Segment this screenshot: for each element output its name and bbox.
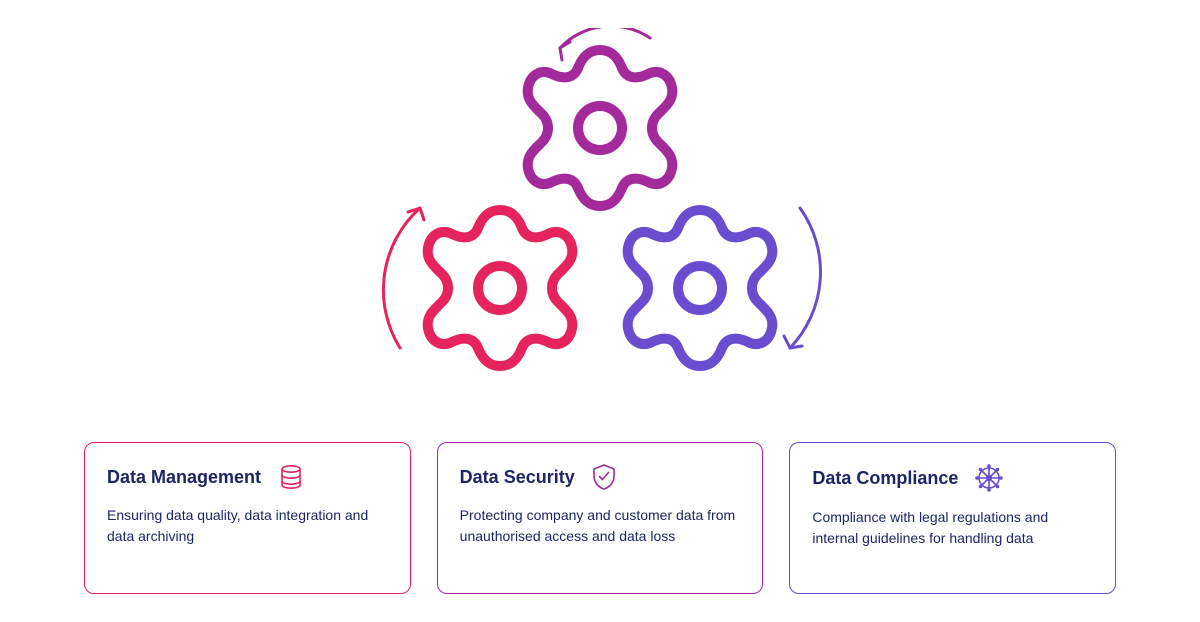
card-desc: Ensuring data quality, data integration … [107,505,388,547]
card-head: Data Security [460,463,741,491]
wheel-icon [974,463,1004,493]
gear-right [628,210,773,366]
database-icon [277,463,305,491]
card-desc: Compliance with legal regulations and in… [812,507,1093,549]
card-data-management: Data Management Ensuring data quality, d… [84,442,411,594]
arrow-left [383,208,424,348]
card-title: Data Management [107,467,261,488]
shield-icon [591,463,617,491]
gear-left [428,210,573,366]
card-head: Data Management [107,463,388,491]
card-data-compliance: Data Compliance Compliance with legal re… [789,442,1116,594]
card-title: Data Compliance [812,468,958,489]
card-data-security: Data Security Protecting company and cus… [437,442,764,594]
cards-row: Data Management Ensuring data quality, d… [84,442,1116,594]
card-desc: Protecting company and customer data fro… [460,505,741,547]
gears-diagram [0,28,1200,398]
gears-svg [320,28,880,398]
gear-top [528,50,673,206]
card-head: Data Compliance [812,463,1093,493]
card-title: Data Security [460,467,575,488]
arrow-right [784,208,821,348]
